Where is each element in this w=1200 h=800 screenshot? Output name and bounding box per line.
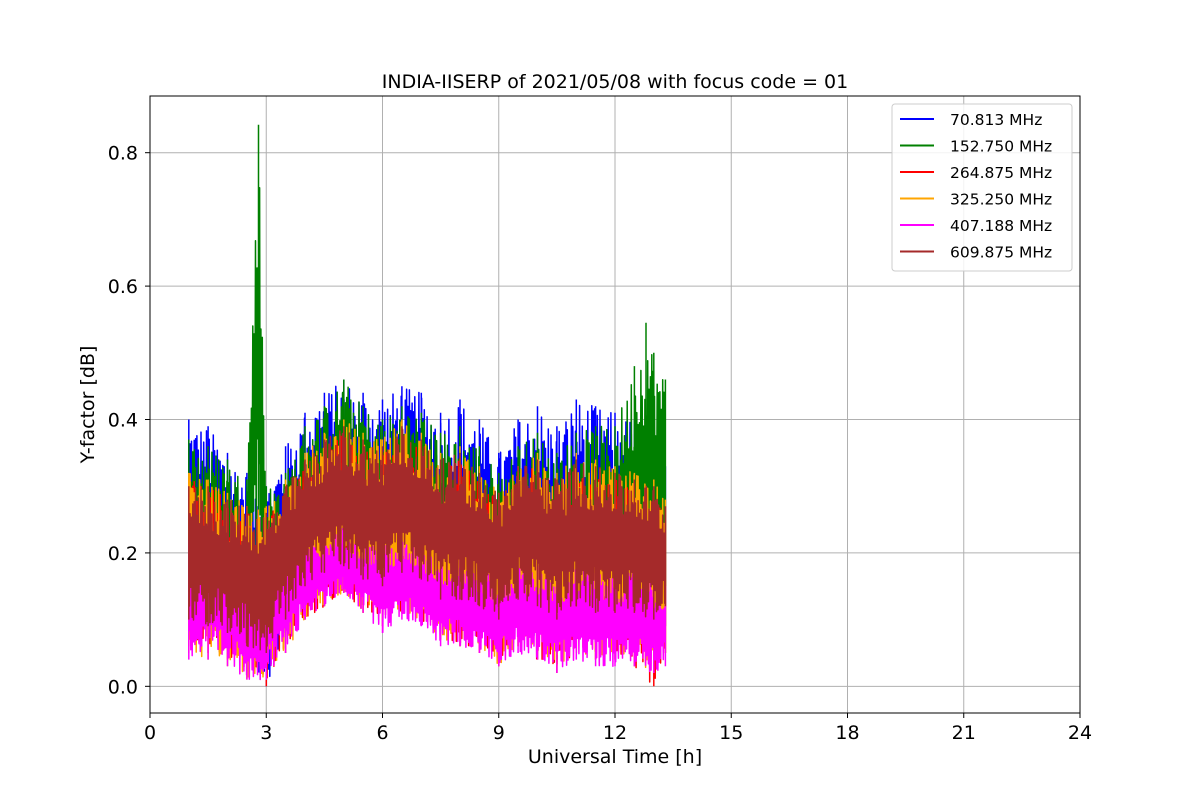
ticks: 0 3 6 9 12 15 18 21 24 0.0 0.2 0.4 0.6 0.8 (108, 143, 1092, 744)
y-tick-label: 0.4 (108, 410, 138, 432)
x-tick-label: 12 (603, 722, 627, 744)
legend: 70.813 MHz 152.750 MHz 264.875 MHz 325.250 … (891, 103, 1073, 272)
y-tick-label: 0.8 (108, 143, 138, 165)
series-layer (188, 124, 667, 687)
x-tick-label: 3 (260, 722, 272, 744)
y-tick-label: 0.6 (108, 276, 138, 298)
legend-label: 609.875 MHz (950, 244, 1052, 262)
x-tick-label: 24 (1068, 722, 1092, 744)
x-axis-label: Universal Time [h] (528, 746, 702, 768)
legend-label: 407.188 MHz (950, 217, 1052, 235)
legend-label: 264.875 MHz (950, 164, 1052, 182)
legend-box (891, 103, 1073, 272)
legend-label: 152.750 MHz (950, 138, 1052, 156)
legend-label: 325.250 MHz (950, 191, 1052, 209)
x-tick-label: 6 (376, 722, 388, 744)
y-axis-label: Y-factor [dB] (77, 346, 99, 465)
x-tick-label: 9 (493, 722, 505, 744)
x-tick-label: 21 (952, 722, 976, 744)
x-tick-label: 0 (144, 722, 156, 744)
series-line-609-875-mhz (188, 426, 667, 653)
y-tick-label: 0.2 (108, 543, 138, 565)
y-tick-label: 0.0 (108, 676, 138, 698)
x-tick-label: 18 (835, 722, 859, 744)
x-tick-label: 15 (719, 722, 743, 744)
legend-label: 70.813 MHz (950, 111, 1042, 129)
chart-title: INDIA-IISERP of 2021/05/08 with focus co… (382, 71, 848, 93)
